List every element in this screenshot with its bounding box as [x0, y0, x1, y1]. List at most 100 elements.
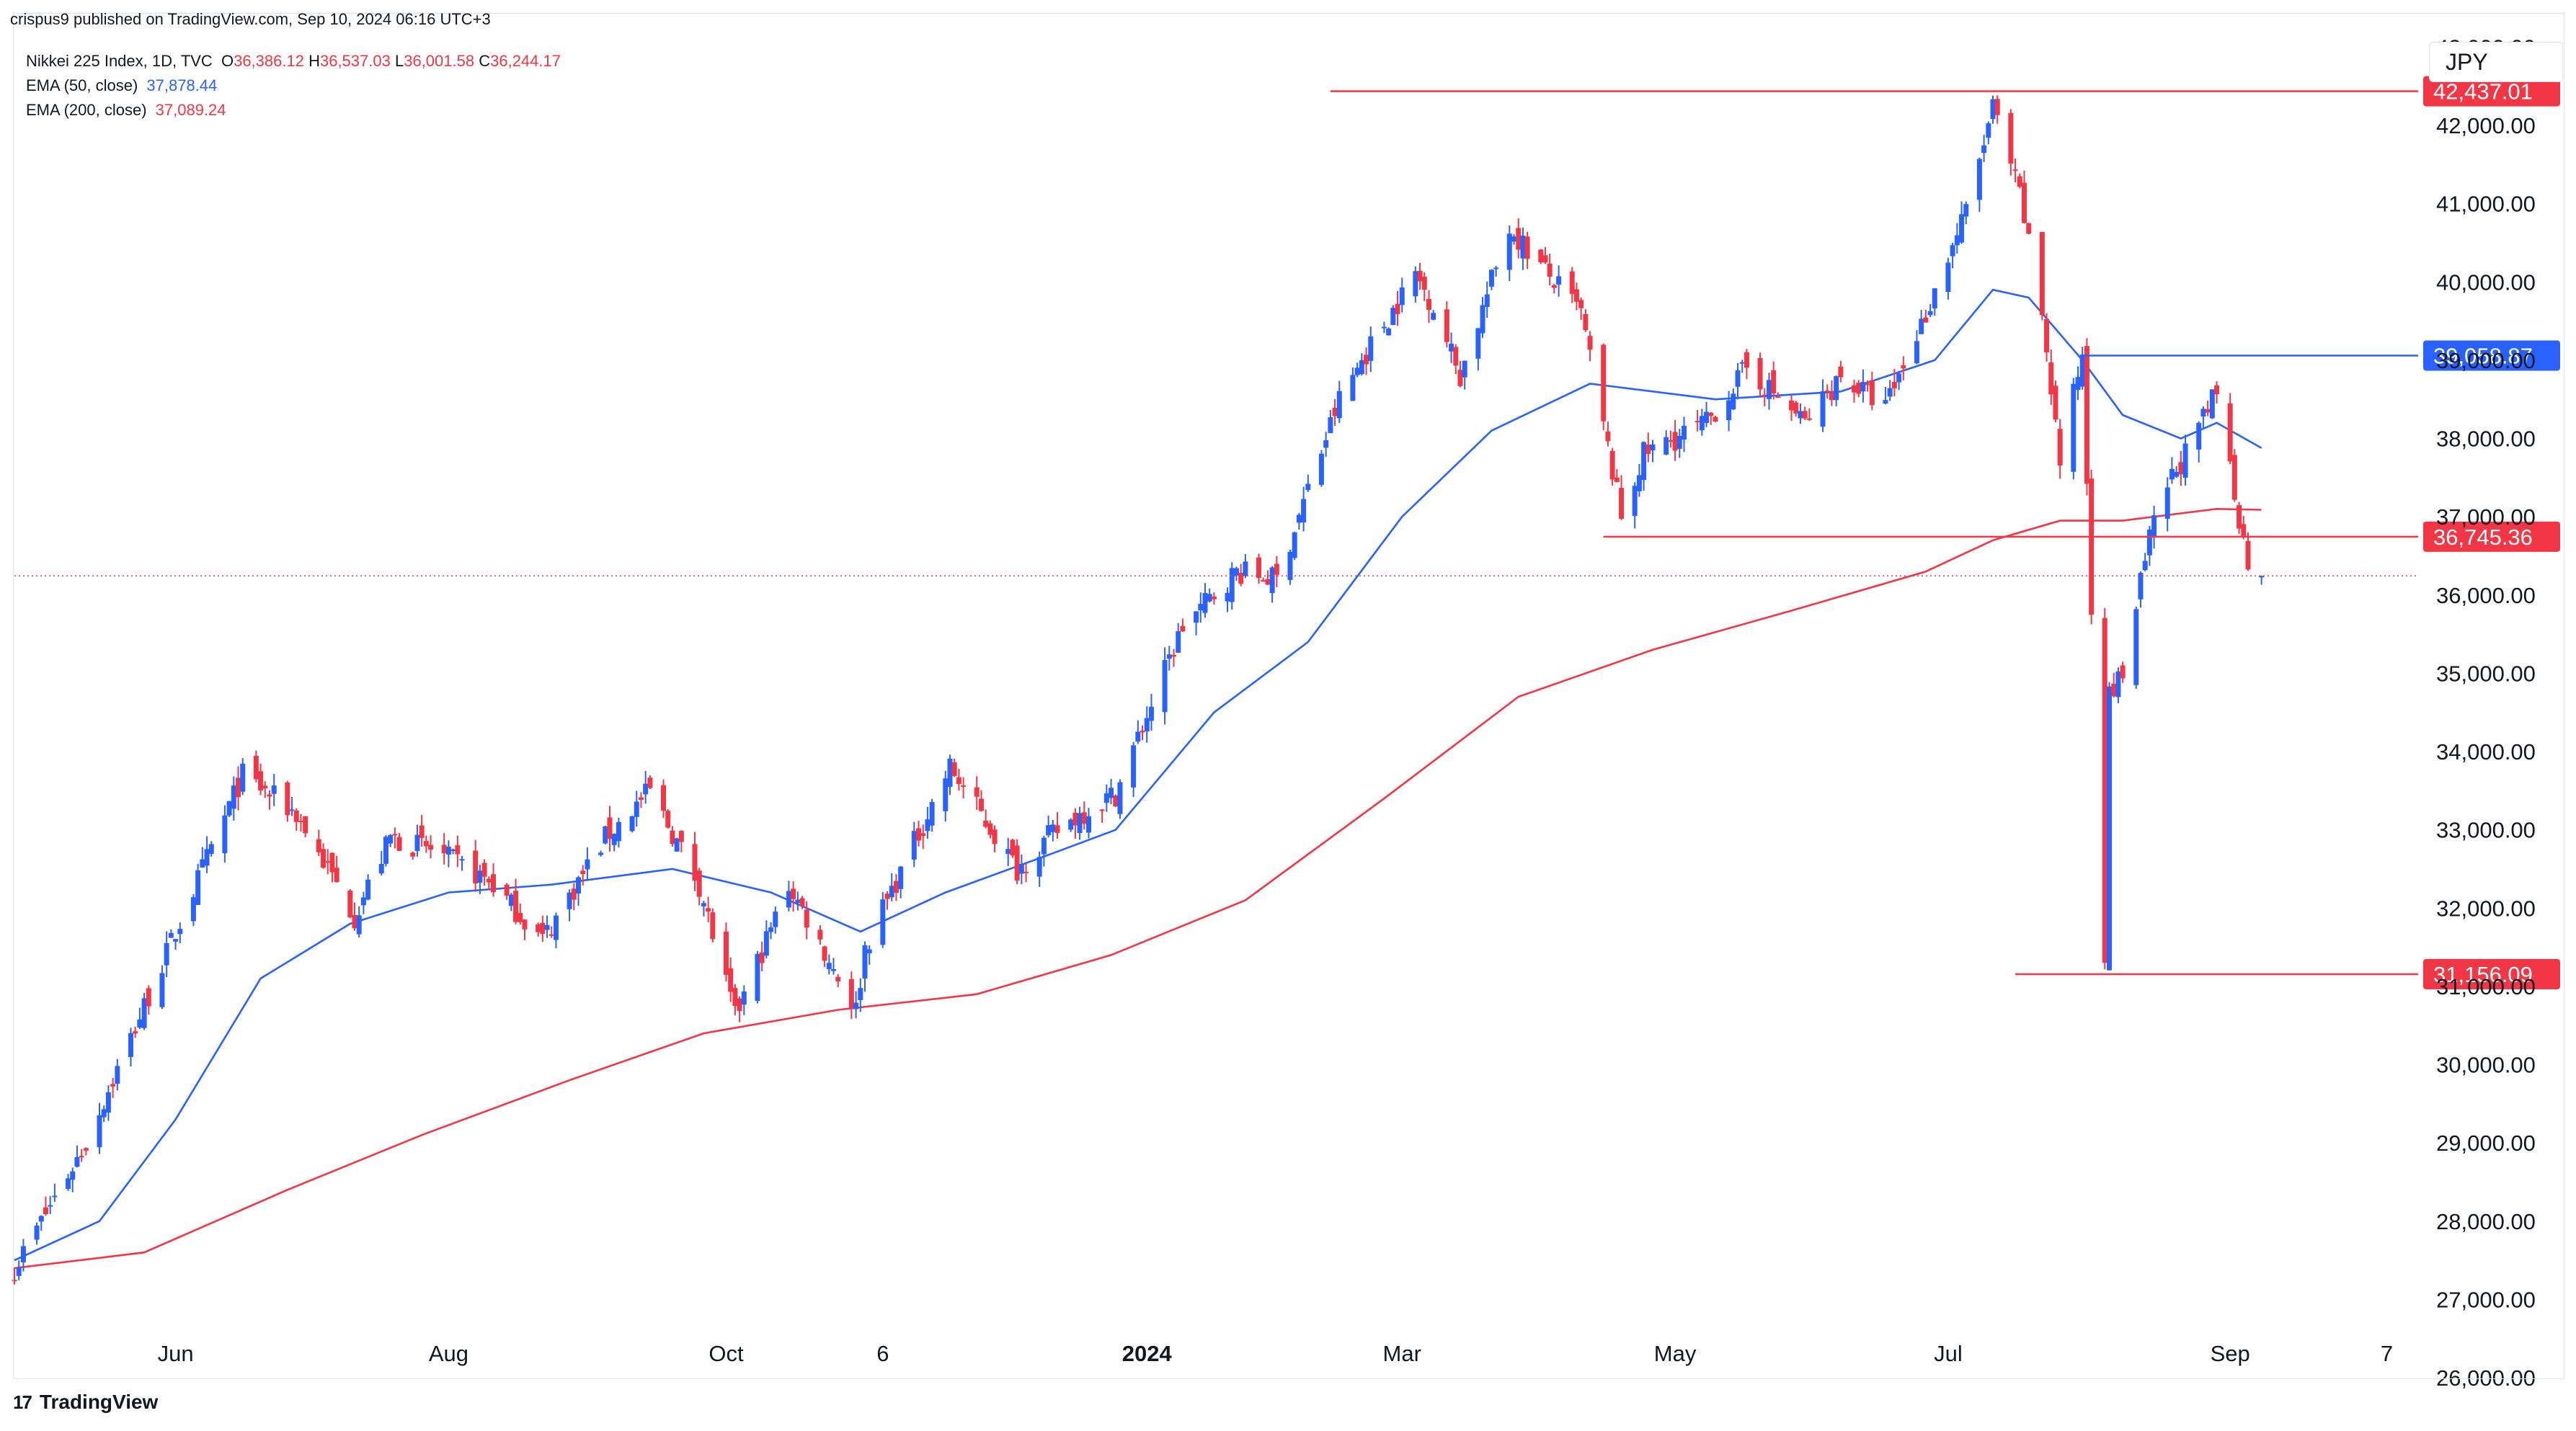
candle-2023-12-11	[1036, 851, 1042, 887]
candle-2023-10-19	[799, 896, 805, 909]
candle-body	[177, 929, 183, 935]
candle-body	[271, 785, 277, 794]
candle-2023-08-10	[486, 876, 492, 891]
candle-body	[1072, 812, 1078, 826]
candle-body	[1328, 417, 1333, 434]
candle-body	[2021, 182, 2027, 223]
candle-2024-07-15	[2008, 109, 2014, 176]
candle-body	[1287, 551, 1293, 580]
candle-2023-10-17	[791, 881, 796, 912]
candle-body	[598, 852, 604, 855]
ohlc-open-label: O	[221, 52, 234, 70]
candle-2023-09-08	[616, 817, 621, 848]
candle-2023-10-09	[755, 950, 760, 1004]
currency-selector[interactable]: JPY	[2429, 42, 2563, 82]
candle-body	[2089, 478, 2095, 615]
candle-body	[1932, 288, 1937, 308]
candle-2024-01-05	[1148, 693, 1154, 731]
candle-body	[1265, 579, 1271, 585]
candle-2024-05-30	[1802, 406, 1808, 420]
candle-body	[293, 810, 299, 822]
candle-2024-06-24	[1914, 330, 1919, 365]
legend-ema50-row[interactable]: EMA (50, close) 37,878.44	[26, 73, 561, 98]
candle-body	[352, 914, 357, 929]
candle-2024-03-19	[1480, 297, 1485, 338]
candle-2024-06-20	[1896, 370, 1902, 391]
candle-2023-07-07	[334, 855, 339, 883]
candle-2024-05-14	[1731, 388, 1736, 411]
time-axis[interactable]: Jun Aug Oct 6 2024 Mar May Jul Sep 7	[158, 1341, 2394, 1366]
candle-2023-11-17	[929, 798, 935, 832]
level-39,058.87[interactable]: 39,058.87	[2082, 340, 2560, 371]
candle-2024-08-21	[2174, 466, 2180, 478]
candle-body	[508, 894, 514, 906]
candle-body	[1538, 249, 1544, 262]
candle-body	[1023, 871, 1029, 873]
candle-2024-06-18	[1887, 380, 1893, 401]
candle-body	[383, 837, 388, 864]
legend-ema200-row[interactable]: EMA (200, close) 37,089.24	[26, 98, 561, 122]
candle-2023-06-06	[195, 863, 201, 906]
candle-body	[522, 919, 528, 930]
candle-body	[804, 909, 809, 928]
candle-2023-05-08	[66, 1174, 71, 1191]
legend-symbol-row[interactable]: Nikkei 225 Index, 1D, TVC O36,386.12 H36…	[26, 49, 561, 73]
tradingview-logo-icon: 17	[13, 1391, 32, 1413]
candle-body	[1453, 347, 1459, 366]
candle-2024-05-23	[1771, 361, 1777, 400]
level-31,156.09[interactable]: 31,156.09	[2015, 958, 2560, 989]
candle-2024-08-09	[2120, 661, 2126, 683]
candle-2024-07-19	[2026, 222, 2032, 235]
candle-body	[1650, 444, 1656, 450]
y-tick-label: 33,000.00	[2436, 818, 2536, 843]
candle-body	[1350, 375, 1356, 401]
candle-2023-10-06	[741, 985, 747, 1015]
candle-2023-06-30	[303, 816, 308, 837]
candle-2023-07-10	[347, 889, 353, 919]
level-label-text: 39,058.87	[2433, 344, 2533, 369]
candle-2023-07-12	[356, 906, 362, 938]
candle-body	[1887, 388, 1893, 397]
candle-2024-03-04	[1413, 266, 1418, 303]
horizontal-levels-group[interactable]: 42,437.01 39,058.87 36,745.36 31,156.09	[14, 76, 2560, 989]
candle-2023-11-16	[925, 806, 931, 839]
candle-2024-04-15	[1601, 343, 1607, 431]
candle-body	[2008, 112, 2014, 164]
level-36,745.36[interactable]: 36,745.36	[1603, 521, 2560, 552]
candle-body	[853, 1002, 859, 1009]
candle-2024-01-02	[1135, 720, 1141, 744]
candle-2024-03-12	[1449, 332, 1454, 363]
candle-body	[1054, 825, 1060, 833]
candle-body	[1413, 271, 1418, 297]
candle-body	[1099, 809, 1105, 811]
ema200-label: EMA (200, close)	[26, 101, 147, 119]
candle-body	[1990, 99, 1996, 120]
candle-body	[1829, 392, 1834, 401]
candle-2024-03-29	[1524, 231, 1530, 269]
candle-2024-04-17	[1609, 447, 1615, 486]
candle-body	[200, 859, 205, 868]
y-tick-label: 34,000.00	[2436, 739, 2536, 764]
candle-2024-08-01	[2084, 338, 2089, 496]
candle-2024-06-12	[1860, 369, 1866, 403]
candle-2023-07-21	[396, 832, 402, 851]
candle-body	[826, 963, 832, 969]
level-42,437.01[interactable]: 42,437.01	[1330, 76, 2560, 107]
candle-2024-01-04	[1144, 706, 1150, 743]
legend: Nikkei 225 Index, 1D, TVC O36,386.12 H36…	[26, 49, 561, 122]
candle-body	[1641, 442, 1647, 480]
candle-body	[1381, 326, 1387, 329]
price-axis[interactable]: 26,000.00 27,000.00 28,000.00 29,000.00 30,0…	[2436, 35, 2536, 1391]
candle-body	[262, 785, 268, 789]
candle-2023-07-05	[325, 849, 331, 875]
candle-body	[20, 1246, 26, 1262]
candle-body	[1431, 313, 1436, 320]
candle-2023-05-23	[133, 1026, 138, 1038]
candle-2024-07-08	[1976, 157, 1982, 212]
candle-2023-05-26	[146, 985, 151, 1015]
footer-branding[interactable]: 17 TradingView	[13, 1391, 158, 1414]
candle-2024-02-08	[1301, 486, 1307, 532]
candle-body	[737, 998, 742, 1012]
candle-2023-11-22	[951, 758, 957, 777]
